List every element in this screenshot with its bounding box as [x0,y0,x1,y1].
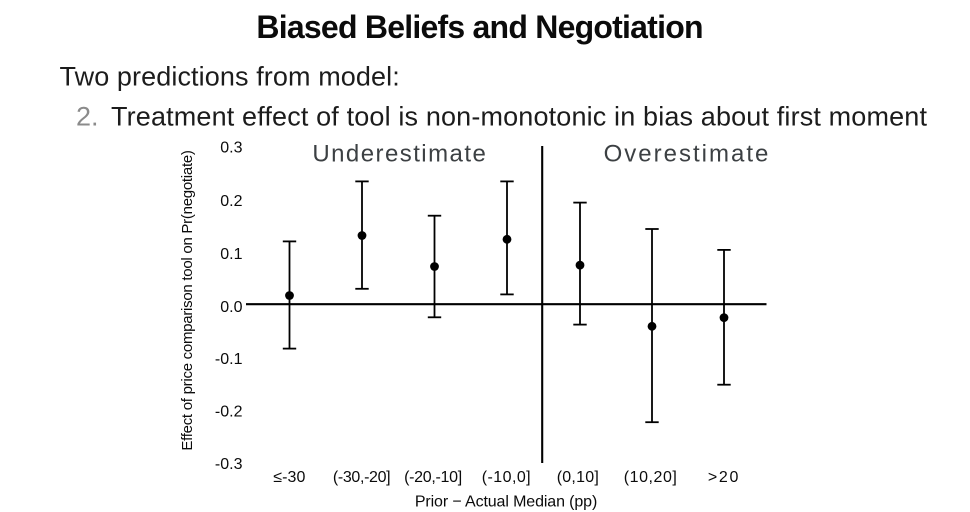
svg-text:Underestimate: Underestimate [312,141,487,168]
svg-text:≤-30: ≤-30 [273,469,305,486]
svg-text:Biased Beliefs and Negotiation: Biased Beliefs and Negotiation [256,9,702,45]
svg-text:-0.3: -0.3 [215,456,243,473]
svg-text:-0.2: -0.2 [215,403,243,420]
svg-text:Effect of price comparison too: Effect of price comparison tool on Pr(ne… [179,150,196,451]
svg-text:Prior − Actual Median (pp): Prior − Actual Median (pp) [415,493,597,510]
svg-text:0.1: 0.1 [220,246,242,263]
svg-text:2.: 2. [76,102,99,132]
svg-text:Treatment effect of tool is no: Treatment effect of tool is non-monotoni… [111,102,927,132]
svg-text:>20: >20 [708,469,740,486]
svg-text:Overestimate: Overestimate [604,141,771,168]
svg-text:(-20,-10]: (-20,-10] [404,469,462,486]
svg-text:(-30,-20]: (-30,-20] [333,469,390,486]
svg-text:(0,10]: (0,10] [557,469,599,486]
svg-text:-0.1: -0.1 [215,351,243,368]
svg-text:(10,20]: (10,20] [624,469,678,486]
svg-text:0.2: 0.2 [220,193,242,210]
svg-text:0.0: 0.0 [220,299,242,316]
svg-text:0.3: 0.3 [220,140,242,157]
svg-text:(-10,0]: (-10,0] [482,469,531,486]
svg-text:Two predictions from model:: Two predictions from model: [60,62,400,92]
